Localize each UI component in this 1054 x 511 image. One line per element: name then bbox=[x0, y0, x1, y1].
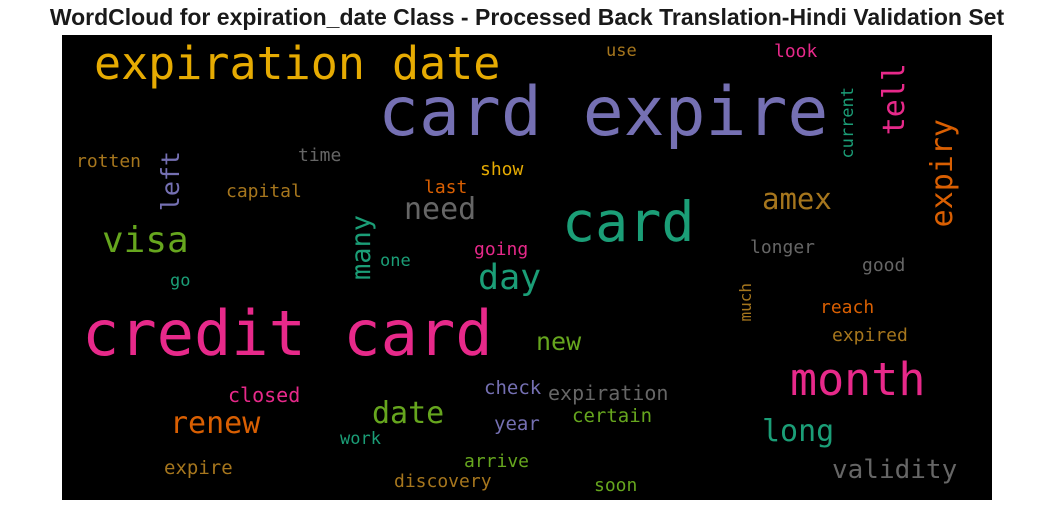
word-much: much bbox=[736, 283, 755, 322]
word-use: use bbox=[606, 41, 637, 61]
word-card-expire: card expire bbox=[378, 73, 829, 152]
word-closed: closed bbox=[228, 383, 301, 407]
word-year: year bbox=[494, 413, 540, 435]
word-new: new bbox=[536, 327, 582, 356]
word-visa: visa bbox=[102, 220, 189, 261]
word-look: look bbox=[774, 41, 818, 62]
word-tell: tell bbox=[877, 63, 912, 136]
word-show: show bbox=[480, 159, 524, 180]
word-expiration: expiration bbox=[548, 381, 669, 405]
word-good: good bbox=[862, 255, 906, 276]
word-day: day bbox=[478, 258, 542, 298]
word-credit-card: credit card bbox=[82, 297, 493, 370]
word-renew: renew bbox=[170, 406, 261, 441]
word-expired: expired bbox=[832, 325, 908, 346]
chart-title: WordCloud for expiration_date Class - Pr… bbox=[49, 4, 1005, 30]
word-many: many bbox=[346, 215, 377, 281]
word-reach: reach bbox=[820, 297, 875, 318]
word-going: going bbox=[474, 239, 529, 260]
word-last: last bbox=[424, 177, 468, 198]
word-card: card bbox=[562, 190, 695, 254]
word-soon: soon bbox=[594, 475, 638, 496]
word-need: need bbox=[404, 192, 477, 227]
word-one: one bbox=[380, 251, 411, 271]
word-rotten: rotten bbox=[76, 151, 142, 172]
wordcloud-canvas: card expire credit card expiration date car… bbox=[62, 35, 992, 500]
word-expiration-date: expiration date bbox=[94, 37, 501, 90]
word-expire: expire bbox=[164, 457, 233, 479]
word-current: current bbox=[838, 87, 858, 159]
word-capital: capital bbox=[226, 181, 302, 202]
word-expiry: expiry bbox=[925, 119, 960, 228]
word-long: long bbox=[762, 414, 835, 449]
word-date: date bbox=[372, 396, 445, 431]
word-validity: validity bbox=[832, 455, 958, 485]
word-month: month bbox=[790, 353, 926, 406]
word-time: time bbox=[298, 145, 342, 166]
word-left: left bbox=[156, 151, 185, 212]
word-certain: certain bbox=[572, 405, 653, 427]
word-check: check bbox=[484, 377, 542, 399]
word-amex: amex bbox=[762, 182, 832, 216]
word-discovery: discovery bbox=[394, 471, 492, 492]
word-arrive: arrive bbox=[464, 451, 530, 472]
word-work: work bbox=[340, 429, 381, 449]
word-longer: longer bbox=[750, 237, 816, 258]
word-go: go bbox=[170, 271, 191, 291]
